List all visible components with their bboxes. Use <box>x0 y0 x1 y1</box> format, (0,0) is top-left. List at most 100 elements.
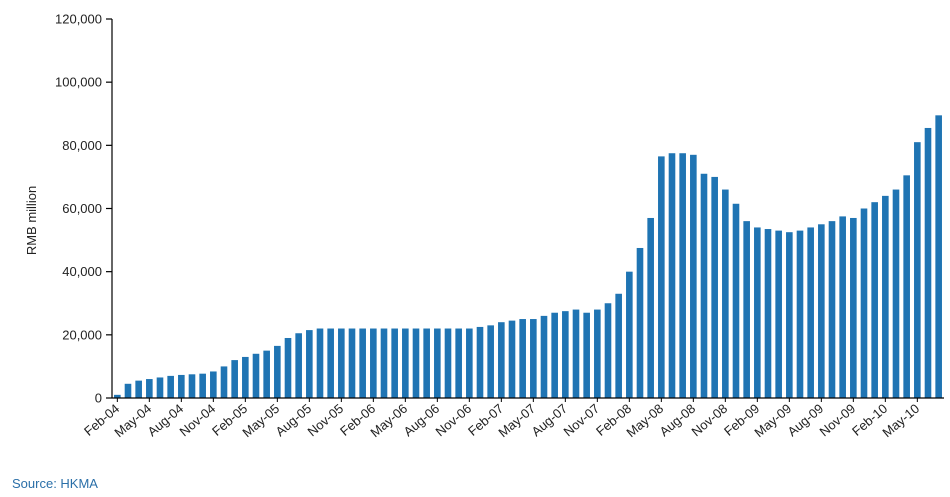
x-tick-label: Nov-08 <box>689 401 731 439</box>
x-tick-label: Nov-09 <box>817 401 859 439</box>
bar <box>562 311 569 398</box>
bar <box>711 176 718 398</box>
bar <box>284 337 292 398</box>
bar <box>167 375 174 398</box>
y-tick-label: 20,000 <box>62 327 102 342</box>
bar <box>615 293 622 398</box>
bar <box>583 312 590 398</box>
bar <box>252 353 260 398</box>
x-tick-label: May-08 <box>623 401 666 440</box>
bar <box>626 271 633 398</box>
x-tick-label: Nov-04 <box>177 401 219 439</box>
bar <box>508 320 516 398</box>
bar <box>199 373 206 398</box>
bar <box>348 328 356 398</box>
bar <box>487 325 494 398</box>
x-tick-label: May-05 <box>239 401 282 440</box>
bar <box>892 189 900 398</box>
bar <box>178 374 185 398</box>
bar <box>423 328 430 398</box>
bar <box>636 247 644 398</box>
bar <box>871 202 878 398</box>
bar <box>604 303 612 398</box>
bar <box>135 380 142 398</box>
bar <box>764 229 772 398</box>
y-axis-title: RMB million <box>24 186 39 255</box>
x-tick-label: May-09 <box>751 401 794 440</box>
bar <box>572 309 580 398</box>
bar <box>828 221 836 398</box>
bar <box>210 371 217 398</box>
bar <box>455 328 462 398</box>
bar <box>754 227 761 398</box>
bar <box>786 232 793 398</box>
bar <box>700 173 708 398</box>
bar <box>530 319 537 398</box>
bar <box>402 328 409 398</box>
bar <box>882 195 889 398</box>
bar <box>935 115 942 398</box>
x-tick-label: Aug-09 <box>785 401 827 439</box>
bar <box>924 127 932 399</box>
bar <box>647 217 654 398</box>
bar <box>380 328 388 398</box>
y-tick-label: 40,000 <box>62 264 102 279</box>
bar <box>466 328 473 398</box>
y-tick-label: 100,000 <box>55 75 102 90</box>
bar <box>594 309 601 398</box>
bar <box>658 156 665 398</box>
bar <box>263 350 270 399</box>
x-tick-label: Nov-05 <box>305 401 347 439</box>
bar-chart: 0 20,000 40,000 60,000 80,000 100,000 120,000 R… <box>24 12 944 440</box>
source-note: Source: HKMA <box>12 476 98 491</box>
bar <box>231 360 238 398</box>
bar <box>156 377 164 398</box>
x-tick-label: Nov-06 <box>433 401 475 439</box>
bar <box>434 328 441 398</box>
bar <box>327 328 334 398</box>
x-tick-label: Nov-07 <box>561 401 603 439</box>
bar <box>807 227 814 398</box>
bar <box>295 333 302 398</box>
bar <box>338 328 345 398</box>
bar <box>850 217 857 398</box>
bar <box>498 322 505 398</box>
x-tick-label: Aug-08 <box>657 401 699 439</box>
x-tick-label: Aug-06 <box>401 401 443 439</box>
y-tick-label: 0 <box>95 391 102 406</box>
bar <box>679 153 686 398</box>
bar <box>359 328 366 398</box>
bar <box>242 356 249 398</box>
bar <box>743 221 750 398</box>
x-tick-label: Aug-07 <box>529 401 571 439</box>
bar <box>732 203 740 398</box>
x-tick-label: Aug-05 <box>273 401 315 439</box>
bar <box>124 383 132 398</box>
bar <box>839 216 846 398</box>
bar <box>540 315 548 398</box>
bar <box>188 374 196 398</box>
bar <box>519 319 526 398</box>
y-tick-label: 80,000 <box>62 138 102 153</box>
bar <box>146 379 153 398</box>
bar <box>306 330 313 398</box>
bar <box>114 394 121 398</box>
bar <box>220 366 228 398</box>
bar <box>551 312 558 398</box>
bar <box>796 230 804 398</box>
bar <box>391 328 398 398</box>
bar <box>722 189 729 398</box>
bar <box>914 142 921 398</box>
y-tick-label: 120,000 <box>55 12 102 27</box>
x-tick-label: May-06 <box>367 401 410 440</box>
bar <box>476 326 484 398</box>
bar <box>903 175 910 398</box>
bar <box>860 208 868 398</box>
bar <box>775 230 782 398</box>
bar <box>690 154 697 398</box>
bar <box>818 224 825 398</box>
x-tick-label: Aug-04 <box>145 401 187 439</box>
bar <box>668 153 676 398</box>
y-tick-label: 60,000 <box>62 201 102 216</box>
bar <box>412 328 420 398</box>
